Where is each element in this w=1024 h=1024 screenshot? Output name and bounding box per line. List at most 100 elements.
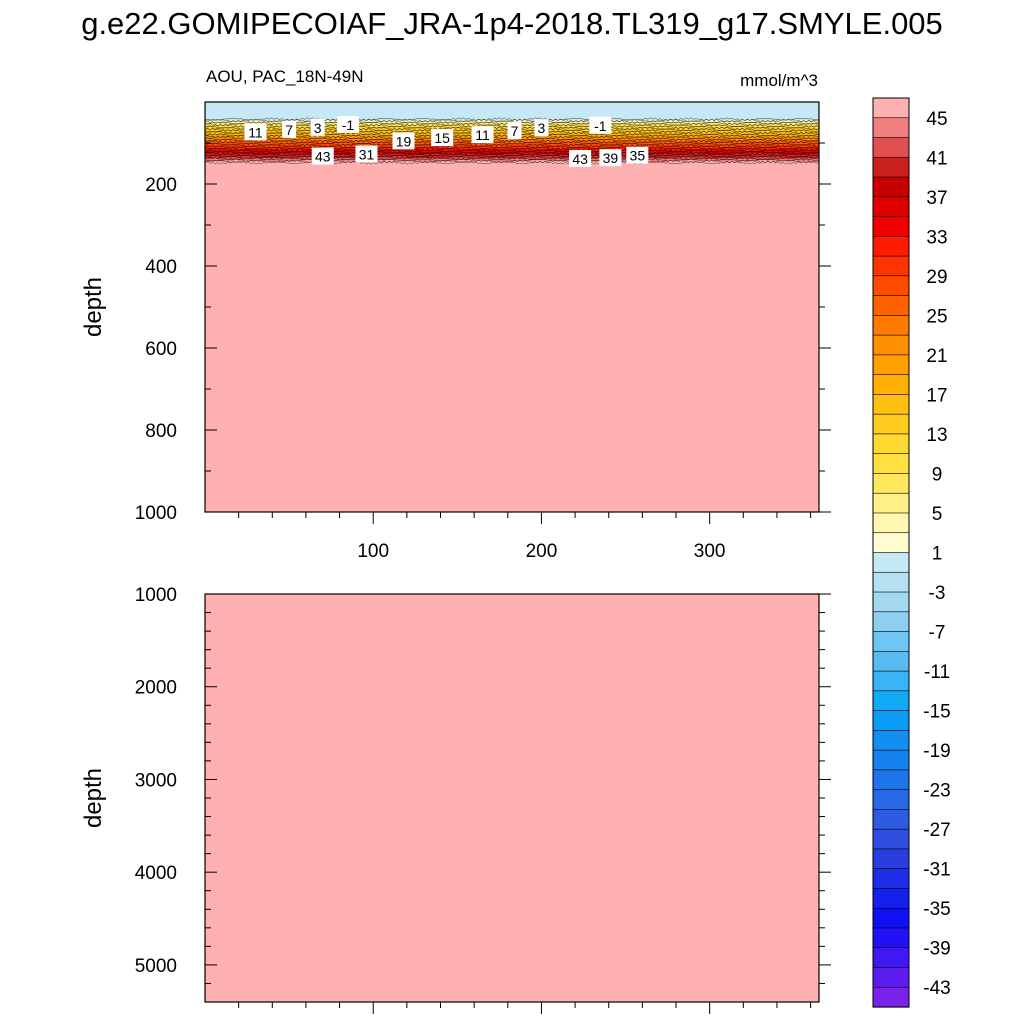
- colorbar-swatch: [872, 907, 910, 929]
- upper-ticks: 200 400 600 800 1000 100 200 300: [135, 142, 831, 562]
- colorbar-label: 33: [926, 227, 947, 248]
- colorbar-label: -11: [924, 662, 950, 683]
- colorbar-label: -19: [923, 741, 950, 762]
- contour-label: 3: [310, 118, 325, 136]
- colorbar-swatch: [872, 611, 910, 633]
- colorbar-label: 25: [926, 306, 947, 327]
- contour-label-text: 43: [572, 151, 588, 167]
- colorbar-swatch: [872, 374, 910, 396]
- y-tick-label: 3000: [135, 770, 177, 791]
- contour-label-text: 19: [396, 133, 412, 149]
- contour-line: [204, 152, 820, 157]
- contour-label-text: 15: [434, 130, 450, 146]
- contour-label-bg: [336, 115, 359, 133]
- contour-label-text: 35: [630, 148, 646, 164]
- contour-line: [204, 159, 820, 164]
- colorbar-swatch: [872, 888, 910, 909]
- contour-label-text: 11: [248, 124, 263, 140]
- colorbar-swatch: [872, 552, 910, 573]
- contour-line: [204, 156, 820, 161]
- colorbar-swatch: [872, 848, 910, 870]
- colorbar-frame: [872, 97, 910, 1008]
- upper-right-label: mmol/m^3: [740, 71, 818, 90]
- contour-band: [205, 141, 819, 146]
- colorbar-label: 5: [932, 504, 943, 525]
- y-tick-label: 400: [145, 257, 177, 278]
- lower-y-axis-label: depth: [80, 768, 107, 828]
- contour-label: 43: [569, 149, 592, 167]
- colorbar-swatch: [872, 295, 910, 316]
- contour-line: [204, 139, 820, 144]
- contour-label-text: 3: [538, 120, 546, 136]
- contour-label-bg: [507, 122, 522, 140]
- colorbar-swatch: [872, 394, 910, 415]
- contour-label-text: 7: [511, 123, 519, 139]
- contour-label: 11: [471, 126, 494, 143]
- colorbar-swatch: [872, 354, 910, 376]
- colorbar-swatch: [872, 413, 910, 435]
- colorbar-swatch: [872, 769, 910, 791]
- contour-label-text: 43: [315, 149, 331, 165]
- colorbar-label: -23: [923, 781, 950, 802]
- colorbar-swatch: [872, 986, 910, 1008]
- contour-label-text: -1: [342, 117, 355, 133]
- contour-label-text: 7: [285, 122, 293, 138]
- upper-panel: 11 7 3 -1 19 15 11 7 3 -1 43 31 43 39 35 200 400 600 800 1…: [80, 67, 831, 562]
- colorbar-swatch: [872, 216, 910, 237]
- contour-label-bg: [599, 149, 622, 167]
- colorbar-swatch: [872, 789, 910, 810]
- colorbar: 45 41 37 33 29 25 21 17 13 9 5 1 -3 -7 -11 -15 -19 -23 -27…: [872, 97, 951, 1008]
- colorbar-swatch: [872, 591, 910, 613]
- contour-label: 31: [355, 145, 378, 163]
- contour-line: [204, 155, 820, 160]
- colorbar-swatch: [872, 97, 910, 119]
- upper-contour-labels: 11 7 3 -1 19 15 11 7 3 -1 43 31 43 39 35: [244, 115, 649, 167]
- colorbar-label: -43: [923, 978, 950, 999]
- contour-line: [204, 118, 820, 123]
- colorbar-swatch: [872, 315, 910, 336]
- contour-label-bg: [355, 145, 378, 163]
- colorbar-label: 1: [932, 544, 943, 565]
- colorbar-swatch: [872, 710, 910, 731]
- colorbar-label: 37: [926, 188, 947, 209]
- contour-label: 39: [599, 149, 622, 167]
- y-tick-label: 2000: [135, 678, 177, 699]
- colorbar-swatch: [872, 631, 910, 652]
- surface-layer: [205, 102, 819, 121]
- colorbar-swatch: [872, 176, 910, 198]
- colorbar-label: 45: [926, 109, 947, 130]
- contour-label-bg: [310, 118, 325, 136]
- contour-label-text: 31: [359, 146, 375, 162]
- contour-line: [204, 151, 820, 156]
- lower-plot-area: [205, 594, 819, 1002]
- contour-band: [205, 144, 819, 150]
- contour-line: [204, 160, 820, 165]
- y-tick-label: 800: [145, 421, 177, 442]
- contour-label-text: 39: [603, 150, 619, 166]
- y-tick-label: 1000: [135, 585, 177, 606]
- contour-label-text: 3: [314, 120, 322, 136]
- colorbar-swatch: [872, 453, 910, 475]
- contour-label: 7: [282, 120, 297, 138]
- y-tick-label: 200: [145, 175, 177, 196]
- contour-label: -1: [589, 116, 612, 134]
- colorbar-swatch: [872, 156, 910, 178]
- colorbar-label: 9: [932, 464, 943, 485]
- contour-label-bg: [282, 120, 297, 138]
- x-tick-label: 200: [526, 541, 558, 562]
- colorbar-label: 41: [926, 148, 947, 169]
- contour-label: 7: [507, 122, 522, 140]
- colorbar-swatch: [872, 473, 910, 494]
- contour-label-bg: [244, 123, 267, 141]
- contour-label: 19: [392, 132, 415, 150]
- colorbar-swatch: [872, 532, 910, 554]
- contour-label-text: -1: [594, 118, 607, 134]
- colorbar-label: 21: [926, 346, 947, 367]
- upper-y-axis-label: depth: [80, 277, 107, 337]
- contour-label-bg: [569, 149, 592, 167]
- colorbar-swatch: [872, 749, 910, 771]
- colorbar-label: -39: [923, 939, 950, 960]
- colorbar-swatch: [872, 967, 910, 988]
- lower-panel: 1000 2000 3000 4000 5000 depth: [80, 585, 831, 1014]
- contour-label: 35: [626, 146, 649, 164]
